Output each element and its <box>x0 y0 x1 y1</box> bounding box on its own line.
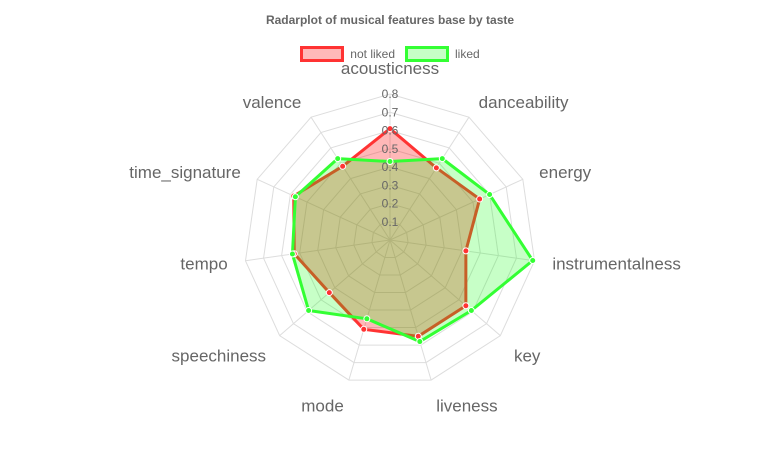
point-liked-liveness[interactable] <box>416 338 424 346</box>
point-liked-time-signature[interactable] <box>291 193 299 201</box>
spoke-mode <box>348 239 391 381</box>
axis-label-speechiness: speechiness <box>172 346 267 365</box>
legend-swatch-not-liked <box>300 46 345 62</box>
point-liked-instrumentalness[interactable] <box>529 257 537 265</box>
axis-label-time-signature: time_signature <box>129 163 241 182</box>
tick-label-3: 0.3 <box>382 178 399 192</box>
spoke-energy <box>389 178 524 241</box>
axis-label-danceability: danceability <box>479 93 569 112</box>
axis-label-liveness: liveness <box>436 396 497 415</box>
point-liked-danceability[interactable] <box>438 155 446 163</box>
spoke-valence <box>310 116 391 241</box>
tick-label-7: 0.7 <box>382 105 399 119</box>
legend-swatch-liked <box>405 46 449 62</box>
legend-label-not-liked: not liked <box>350 47 395 61</box>
legend-item-not-liked[interactable]: not liked <box>300 46 395 62</box>
axis-label-instrumentalness: instrumentalness <box>552 254 681 273</box>
axis-label-valence: valence <box>243 93 302 112</box>
tick-label-6: 0.6 <box>382 124 399 138</box>
point-liked-mode[interactable] <box>363 315 371 323</box>
point-not-liked-energy[interactable] <box>476 195 484 203</box>
point-liked-energy[interactable] <box>486 191 494 199</box>
point-liked-key[interactable] <box>467 307 475 315</box>
grid-ring-8 <box>244 93 536 381</box>
point-not-liked-mode[interactable] <box>360 325 368 333</box>
point-not-liked-key[interactable] <box>462 302 470 310</box>
axis-label-mode: mode <box>301 396 344 415</box>
grid-ring-1 <box>371 221 409 259</box>
point-liked-acousticness[interactable] <box>386 158 394 166</box>
tick-label-4: 0.4 <box>382 160 399 174</box>
point-not-liked-acousticness[interactable] <box>386 125 394 133</box>
point-not-liked-instrumentalness[interactable] <box>462 247 470 255</box>
series-area-liked <box>290 157 535 344</box>
point-not-liked-speechiness[interactable] <box>325 289 333 297</box>
legend-label-liked: liked <box>455 47 480 61</box>
point-not-liked-danceability[interactable] <box>432 164 440 172</box>
grid-ring-2 <box>353 202 427 276</box>
point-not-liked-valence[interactable] <box>339 162 347 170</box>
point-liked-tempo[interactable] <box>288 250 296 258</box>
point-liked-valence[interactable] <box>334 155 342 163</box>
spoke-instrumentalness <box>389 239 535 262</box>
legend: not liked liked <box>0 46 780 62</box>
grid-ring-6 <box>281 129 499 346</box>
grid-ring-7 <box>263 111 517 364</box>
tick-label-2: 0.2 <box>382 197 399 211</box>
label-layer: 0.1 0.2 0.3 0.4 0.5 0.6 0.7 0.8 acousticness danc… <box>129 59 681 415</box>
grid-layer <box>244 93 536 381</box>
grid-ring-4 <box>317 166 463 311</box>
tick-label-1: 0.1 <box>382 215 399 229</box>
spoke-tempo <box>245 239 391 262</box>
legend-item-liked[interactable]: liked <box>405 46 480 62</box>
spoke-time-signature <box>256 178 391 241</box>
tick-label-5: 0.5 <box>382 142 399 156</box>
grid-ring-3 <box>335 184 445 294</box>
axis-label-acousticness: acousticness <box>341 59 439 78</box>
tick-label-8: 0.8 <box>382 87 399 101</box>
spoke-key <box>389 239 501 336</box>
series-layer <box>288 125 537 346</box>
axis-label-tempo: tempo <box>180 254 227 273</box>
spoke-speechiness <box>279 239 391 336</box>
point-liked-speechiness[interactable] <box>305 307 313 315</box>
chart-title: Radarplot of musical features base by ta… <box>265 13 515 27</box>
axis-label-key: key <box>514 346 541 365</box>
spoke-liveness <box>389 239 432 381</box>
spoke-danceability <box>389 116 470 241</box>
axis-label-energy: energy <box>539 163 591 182</box>
